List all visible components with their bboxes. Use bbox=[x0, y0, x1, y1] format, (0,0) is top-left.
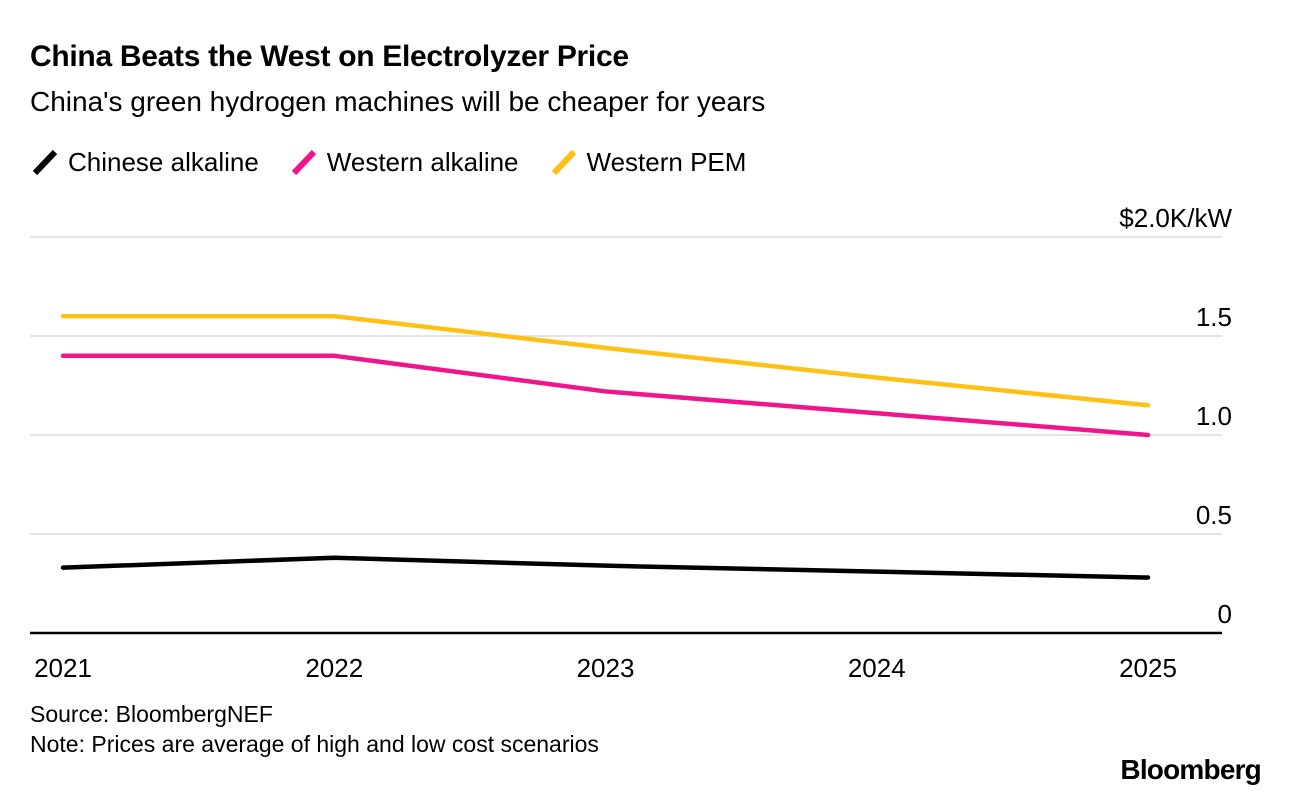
chart-legend: Chinese alkaline Western alkaline Wester… bbox=[30, 147, 746, 178]
legend-item-western-pem: Western PEM bbox=[549, 147, 747, 178]
legend-label: Western PEM bbox=[586, 147, 747, 177]
y-axis-tick-label: 1.5 bbox=[1196, 302, 1232, 332]
series-line-western-alkaline bbox=[60, 353, 1151, 438]
series-line-western-pem bbox=[60, 313, 1151, 408]
page-title: China Beats the West on Electrolyzer Pri… bbox=[30, 40, 629, 73]
line-chart: 0 0.5 1.0 1.5 $2.0K/kW 2021 2022 2023 2024 2025 bbox=[30, 203, 1232, 683]
legend-item-chinese-alkaline: Chinese alkaline bbox=[30, 147, 259, 178]
legend-item-western-alkaline: Western alkaline bbox=[289, 147, 519, 178]
source-text: Source: BloombergNEF bbox=[30, 701, 273, 727]
y-axis-tick-label: 0 bbox=[1218, 599, 1232, 629]
line-swatch-icon bbox=[291, 149, 316, 176]
line-swatch-icon bbox=[551, 149, 576, 176]
line-swatch-icon bbox=[32, 149, 58, 176]
legend-label: Western alkaline bbox=[326, 147, 519, 177]
series-line-chinese-alkaline bbox=[60, 555, 1151, 580]
note-text: Note: Prices are average of high and low… bbox=[30, 731, 599, 757]
y-axis-tick-label: 0.5 bbox=[1196, 500, 1232, 530]
y-axis-tick-label: 1.0 bbox=[1196, 401, 1232, 431]
x-axis-tick-label: 2024 bbox=[848, 653, 906, 683]
page-subtitle: China's green hydrogen machines will be … bbox=[30, 86, 766, 117]
legend-label: Chinese alkaline bbox=[68, 147, 259, 177]
y-axis-tick-label: $2.0K/kW bbox=[1119, 203, 1232, 233]
x-axis-tick-label: 2022 bbox=[305, 653, 363, 683]
x-axis-tick-label: 2023 bbox=[577, 653, 635, 683]
bloomberg-logo: Bloomberg bbox=[1120, 754, 1261, 785]
x-axis-tick-label: 2025 bbox=[1119, 653, 1177, 683]
x-axis-tick-label: 2021 bbox=[34, 653, 92, 683]
